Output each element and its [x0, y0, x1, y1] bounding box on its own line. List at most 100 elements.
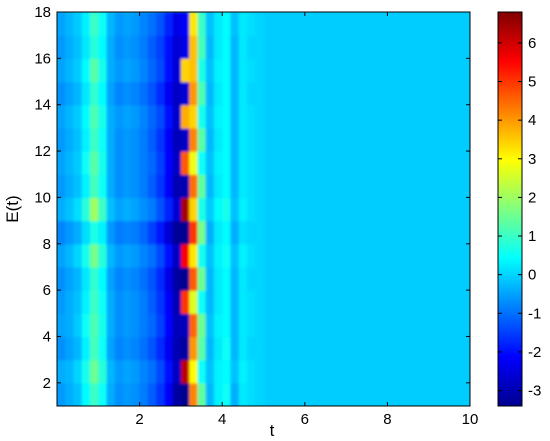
heatmap-cell [147, 266, 157, 291]
heatmap-cell [106, 266, 116, 291]
heatmap-cell [131, 382, 141, 406]
heatmap-cell [114, 81, 124, 106]
heatmap-cell [172, 243, 182, 268]
heatmap-cell [205, 151, 215, 175]
heatmap-cell [98, 313, 108, 338]
heatmap-cell [73, 382, 83, 406]
heatmap-cell [255, 243, 265, 268]
heatmap-cell [213, 313, 223, 338]
heatmap-cell [222, 35, 232, 59]
heatmap-cell [180, 81, 190, 106]
heatmap-cell [173, 406, 182, 430]
heatmap-cell [172, 58, 182, 83]
heatmap-cell [246, 359, 256, 384]
y-tick-label: 2 [43, 375, 51, 392]
heatmap-cell [131, 266, 141, 291]
heatmap-cell [230, 104, 240, 129]
heatmap-cell [213, 104, 223, 129]
heatmap-cell [197, 266, 207, 291]
heatmap-cell [81, 35, 91, 59]
heatmap-cell [131, 197, 141, 222]
heatmap-cell [156, 290, 165, 314]
heatmap-cell [205, 290, 215, 314]
heatmap-cell [197, 35, 207, 59]
heatmap-cell [147, 382, 157, 406]
heatmap-cell [57, 243, 66, 268]
heatmap-cell [189, 58, 199, 83]
heatmap-cell [189, 197, 199, 222]
heatmap-cell [180, 58, 190, 83]
heatmap-cell [131, 174, 141, 199]
heatmap-cell [238, 290, 248, 314]
heatmap-cell [213, 81, 223, 106]
heatmap-cell [57, 406, 66, 430]
heatmap-cell [73, 336, 83, 361]
heatmap-cell [238, 382, 248, 406]
heatmap-cell [247, 406, 256, 430]
heatmap-cell [230, 151, 240, 175]
heatmap-cell [205, 104, 215, 129]
heatmap-cell [189, 290, 199, 314]
heatmap-cell [115, 406, 124, 430]
heatmap-cell [107, 406, 116, 430]
heatmap-cell [81, 382, 91, 406]
heatmap-cell [106, 197, 116, 222]
heatmap-cell [81, 313, 91, 338]
heatmap-cell [230, 290, 240, 314]
heatmap-cell [205, 197, 215, 222]
heatmap-cell [73, 220, 83, 245]
heatmap-cell [197, 359, 207, 384]
heatmap-cell [73, 243, 83, 268]
y-tick-label: 18 [34, 4, 51, 21]
heatmap-cell [213, 359, 223, 384]
heatmap-cell [164, 359, 174, 384]
heatmap-cell [172, 174, 182, 199]
heatmap-cell [139, 174, 149, 199]
heatmap-cell [90, 174, 99, 199]
heatmap-cell [222, 359, 232, 384]
heatmap-cell [106, 58, 116, 83]
x-axis: 2 4 6 8 10 [135, 12, 478, 428]
heatmap-cell [139, 359, 149, 384]
heatmap-cell [246, 127, 256, 152]
heatmap-cell [205, 12, 215, 36]
heatmap-cell [106, 127, 116, 152]
heatmap-cell [106, 336, 116, 361]
heatmap-cell [189, 359, 199, 384]
heatmap-cell [189, 127, 199, 152]
heatmap-cell [197, 220, 207, 245]
heatmap-cell [172, 313, 182, 338]
heatmap-cell [156, 336, 165, 361]
heatmap-cell [180, 197, 190, 222]
heatmap-cell [246, 35, 256, 59]
heatmap-cell [180, 290, 190, 314]
heatmap-cell [98, 12, 108, 36]
heatmap-cell [139, 313, 149, 338]
heatmap-cell [57, 290, 66, 314]
heatmap-cell [90, 336, 99, 361]
heatmap-cell [246, 313, 256, 338]
heatmap-cell [180, 35, 190, 59]
heatmap-cell [180, 174, 190, 199]
colorbar-tick-label: -1 [528, 305, 541, 322]
heatmap-cell [90, 151, 99, 175]
heatmap-cell [255, 359, 265, 384]
heatmap-cell [180, 220, 190, 245]
heatmap-cell [205, 243, 215, 268]
heatmap-cell [164, 313, 174, 338]
heatmap-cell [73, 151, 83, 175]
heatmap-cell [197, 406, 206, 430]
heatmap-cell [164, 266, 174, 291]
heatmap-cell [197, 127, 207, 152]
heatmap-cell [205, 35, 215, 59]
heatmap-cell [57, 220, 66, 245]
heatmap-cell [255, 406, 264, 430]
x-tick-label: 6 [301, 411, 309, 428]
heatmap-cell [73, 35, 83, 59]
heatmap-cell [114, 359, 124, 384]
heatmap-cell [123, 104, 132, 129]
heatmap-cell [147, 313, 157, 338]
heatmap-cell [57, 382, 66, 406]
heatmap-cell [90, 81, 99, 106]
heatmap-cell [255, 104, 265, 129]
